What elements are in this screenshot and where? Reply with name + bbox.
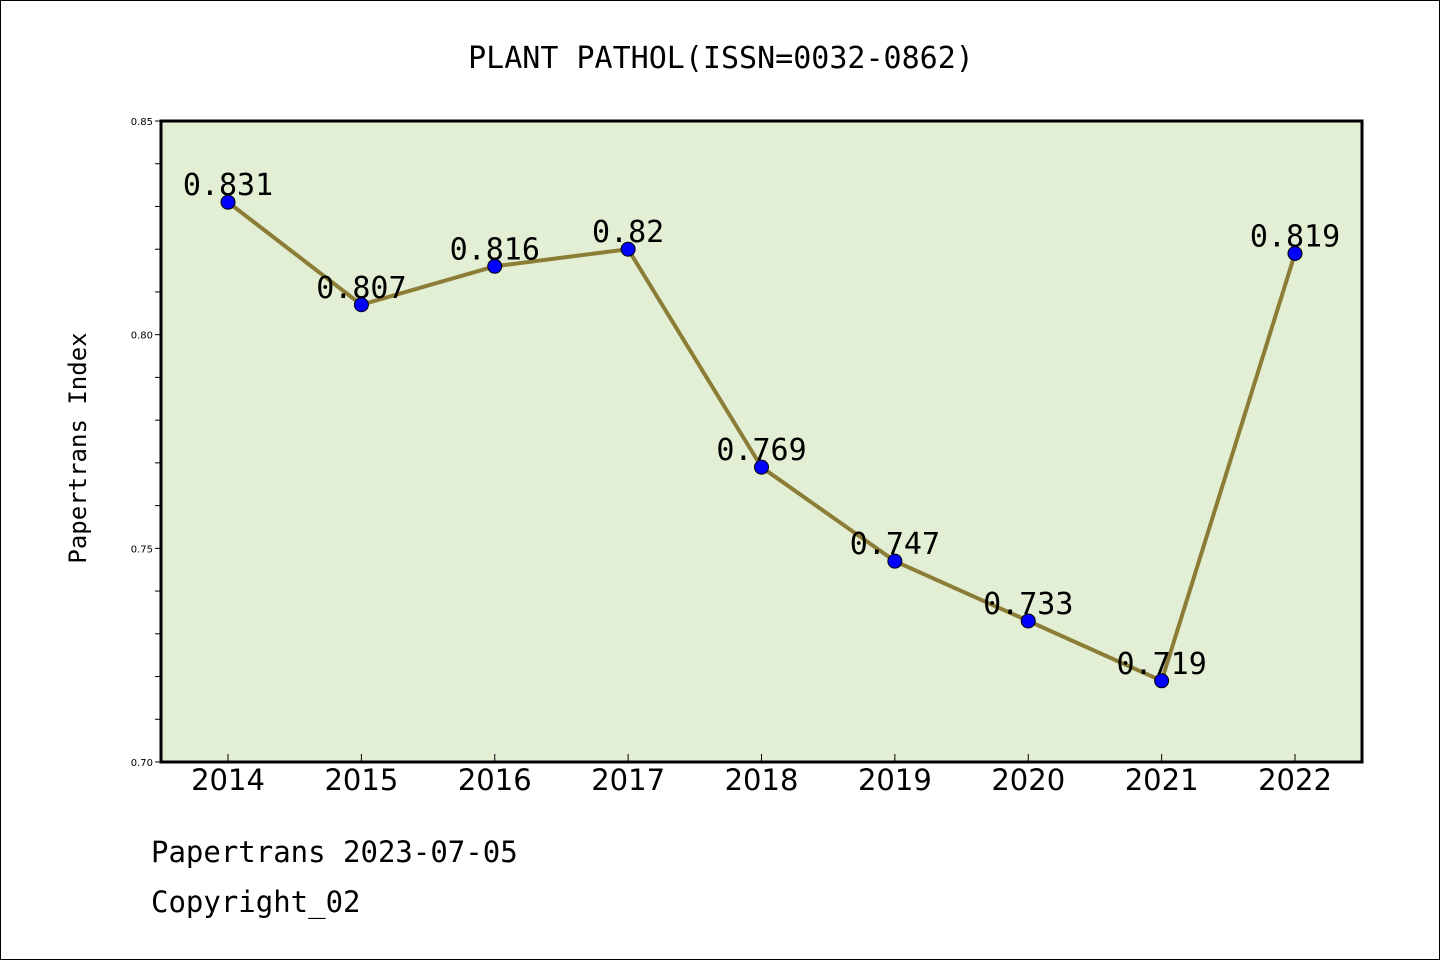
data-label: 0.82 bbox=[592, 215, 664, 250]
data-label: 0.719 bbox=[1116, 647, 1206, 682]
data-label: 0.819 bbox=[1250, 219, 1340, 254]
x-tick-label: 2014 bbox=[191, 763, 265, 797]
plot-border bbox=[159, 119, 1364, 764]
data-labels: 0.831 0.807 0.816 0.82 0.769 0.747 0.733 0.719 0… bbox=[183, 168, 1340, 682]
data-point bbox=[487, 258, 503, 274]
x-tick-label: 2016 bbox=[458, 763, 532, 797]
data-label: 0.769 bbox=[716, 433, 806, 468]
data-point bbox=[887, 553, 903, 569]
x-tick-label: 2015 bbox=[324, 763, 398, 797]
plot-area bbox=[161, 121, 1362, 762]
data-point bbox=[754, 459, 769, 475]
y-axis-label: Papertrans Index bbox=[64, 332, 92, 563]
data-label: 0.747 bbox=[850, 527, 940, 562]
y-tick-label: 0.85 bbox=[131, 117, 153, 128]
y-tick-label: 0.80 bbox=[131, 331, 153, 342]
footer-copyright: Copyright_02 bbox=[151, 885, 361, 919]
data-points bbox=[220, 194, 1303, 689]
x-axis-ticks: 2014 2015 2016 2017 2018 2019 2020 2021 2022 bbox=[191, 754, 1332, 797]
y-tick-label: 0.75 bbox=[131, 544, 153, 555]
x-tick-label: 2022 bbox=[1258, 763, 1332, 797]
data-label: 0.733 bbox=[983, 587, 1073, 622]
chart-title: PLANT PATHOL(ISSN=0032-0862) bbox=[468, 41, 974, 76]
x-tick-label: 2020 bbox=[991, 763, 1065, 797]
data-point bbox=[220, 194, 236, 210]
x-tick-label: 2018 bbox=[725, 763, 799, 797]
y-tick-label: 0.70 bbox=[131, 758, 153, 769]
data-point bbox=[1287, 245, 1303, 261]
x-tick-label: 2021 bbox=[1125, 763, 1199, 797]
data-point bbox=[620, 241, 636, 257]
data-label: 0.807 bbox=[316, 271, 406, 306]
x-tick-label: 2019 bbox=[858, 763, 932, 797]
y-axis-ticks: 0.70 0.75 0.80 0.85 bbox=[131, 117, 161, 769]
data-label: 0.816 bbox=[450, 232, 540, 267]
footer-date: Papertrans 2023-07-05 bbox=[151, 835, 518, 869]
data-point bbox=[1154, 673, 1170, 689]
data-point bbox=[1020, 613, 1036, 629]
x-tick-label: 2017 bbox=[591, 763, 665, 797]
data-point bbox=[353, 297, 369, 313]
data-label: 0.831 bbox=[183, 168, 273, 203]
